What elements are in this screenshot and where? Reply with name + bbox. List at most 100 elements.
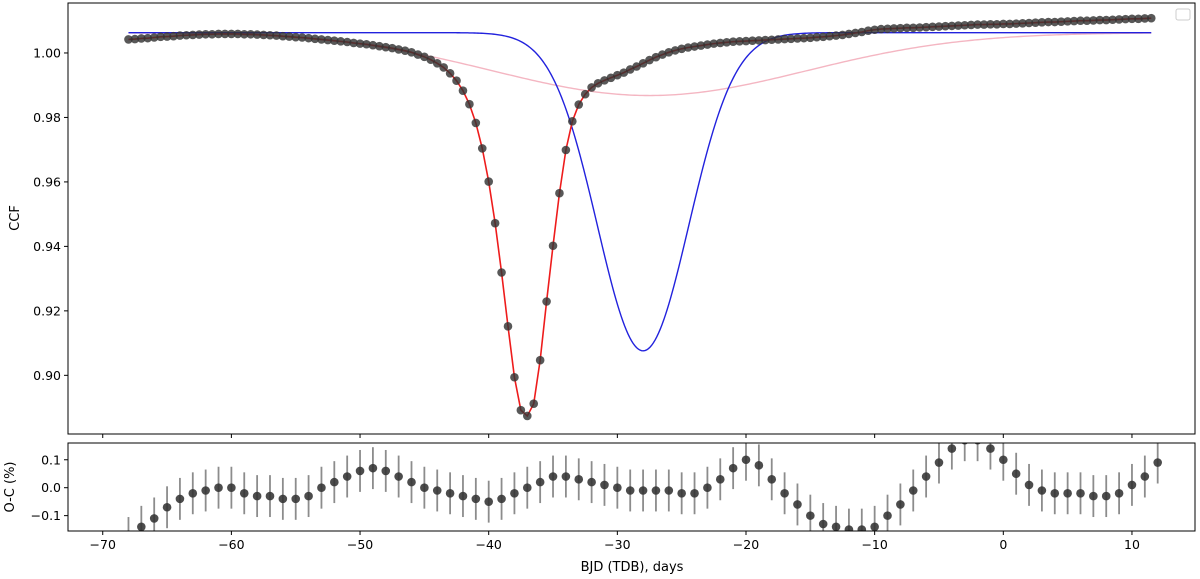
residual-point bbox=[574, 475, 584, 484]
top-panel-frame bbox=[67, 2, 1196, 435]
residual-point bbox=[1140, 472, 1150, 481]
ccf-point bbox=[394, 45, 403, 54]
ccf-point bbox=[921, 22, 931, 32]
residual-point bbox=[432, 486, 442, 495]
residual-point bbox=[638, 486, 648, 495]
ccf-point bbox=[375, 41, 384, 51]
bottom-panel-frame bbox=[67, 442, 1196, 532]
residual-point bbox=[806, 511, 815, 520]
ccf-point bbox=[574, 100, 584, 109]
ccf-point bbox=[278, 31, 288, 41]
ccf-point bbox=[1031, 18, 1040, 27]
ccf-point bbox=[420, 52, 429, 62]
residual-point bbox=[188, 488, 198, 498]
ccf-point bbox=[1082, 16, 1092, 26]
ccf-point bbox=[535, 355, 545, 365]
ccf-point bbox=[568, 117, 577, 126]
ccf-point bbox=[979, 20, 989, 29]
residual-point bbox=[947, 444, 957, 453]
ccf-point bbox=[606, 73, 616, 83]
ccf-point bbox=[297, 33, 307, 42]
time-x-tick-label: −30 bbox=[604, 537, 630, 552]
ccf-point bbox=[876, 24, 886, 34]
ccf-point bbox=[381, 42, 391, 52]
residual-point bbox=[908, 486, 918, 495]
residual-point bbox=[844, 525, 854, 531]
residual-point bbox=[999, 455, 1008, 465]
ccf-point bbox=[600, 76, 609, 85]
residual-point bbox=[175, 494, 185, 504]
ccf-point bbox=[645, 55, 654, 65]
residual-point bbox=[548, 472, 558, 481]
ccf-point bbox=[1121, 14, 1130, 24]
ccf-point bbox=[761, 35, 770, 45]
ccf-point bbox=[896, 23, 905, 33]
ccf-point bbox=[194, 30, 204, 39]
ccf-point bbox=[490, 218, 500, 228]
ccf-point bbox=[735, 37, 744, 46]
ccf-point bbox=[1011, 19, 1021, 28]
ccf-point bbox=[156, 32, 165, 42]
ccf-point bbox=[362, 39, 371, 49]
residual-point bbox=[651, 486, 661, 495]
residual-y-tick-label: 0.1 bbox=[41, 452, 61, 467]
ccf-point bbox=[709, 39, 719, 48]
ccf-point bbox=[831, 31, 841, 40]
time-x-tick-label: −70 bbox=[90, 537, 116, 552]
ccf-point bbox=[1050, 17, 1060, 27]
residual-point bbox=[394, 472, 403, 481]
ccf-point bbox=[986, 19, 995, 29]
ccf-point bbox=[432, 58, 442, 68]
ccf-point bbox=[889, 24, 899, 33]
ccf-point bbox=[992, 19, 1002, 29]
residual-point bbox=[304, 491, 313, 501]
ccf-point bbox=[651, 52, 661, 62]
residual-y-tick-label: −0.1 bbox=[31, 508, 61, 523]
legend-box bbox=[1175, 8, 1191, 21]
ccf-point bbox=[439, 63, 448, 72]
residual-point bbox=[252, 491, 262, 501]
ccf-point bbox=[928, 22, 937, 32]
residual-point bbox=[1024, 480, 1034, 490]
ccf-point bbox=[265, 30, 275, 40]
ccf-point bbox=[323, 35, 333, 45]
residual-point bbox=[883, 511, 892, 520]
residual-point bbox=[754, 461, 764, 470]
ccf-point bbox=[1134, 14, 1143, 24]
ccf-point bbox=[1037, 18, 1047, 27]
ccf-point bbox=[934, 22, 944, 31]
top-panel-background bbox=[68, 3, 1195, 434]
ccf-point bbox=[638, 58, 648, 68]
ccf-point bbox=[124, 35, 133, 44]
residual-point bbox=[317, 483, 326, 493]
residual-axes: −0.1 0.0 0.1 −70 −60 −50 −40 −30 −20 −10 0 10 bbox=[31, 452, 1140, 552]
ccf-point bbox=[947, 21, 957, 31]
residual-axis-label: O-C (%) bbox=[3, 462, 18, 513]
ccf-point bbox=[477, 144, 487, 153]
ccf-point bbox=[548, 241, 558, 251]
ccf-point bbox=[445, 68, 455, 78]
ccf-point bbox=[516, 405, 526, 415]
residual-point bbox=[1076, 488, 1085, 498]
time-x-tick-label: −40 bbox=[475, 537, 501, 552]
residual-point bbox=[1114, 488, 1124, 498]
residual-point bbox=[368, 463, 378, 473]
ccf-point bbox=[175, 31, 185, 40]
ccf-point bbox=[182, 30, 191, 40]
ccf-y-tick-label: 1.00 bbox=[33, 45, 61, 60]
ccf-point bbox=[1063, 17, 1072, 26]
ccf-point bbox=[973, 20, 982, 29]
residual-point bbox=[420, 483, 429, 493]
residual-plot-area bbox=[127, 443, 1162, 531]
ccf-point bbox=[1005, 19, 1015, 29]
residual-point bbox=[677, 488, 686, 498]
residual-point bbox=[780, 488, 789, 498]
time-x-tick-label: 0 bbox=[999, 537, 1007, 552]
ccf-point bbox=[1076, 16, 1085, 26]
ccf-point bbox=[580, 89, 590, 99]
ccf-point bbox=[703, 40, 712, 49]
ccf-point bbox=[741, 36, 751, 46]
ccf-point bbox=[452, 76, 461, 85]
ccf-point bbox=[780, 34, 789, 44]
